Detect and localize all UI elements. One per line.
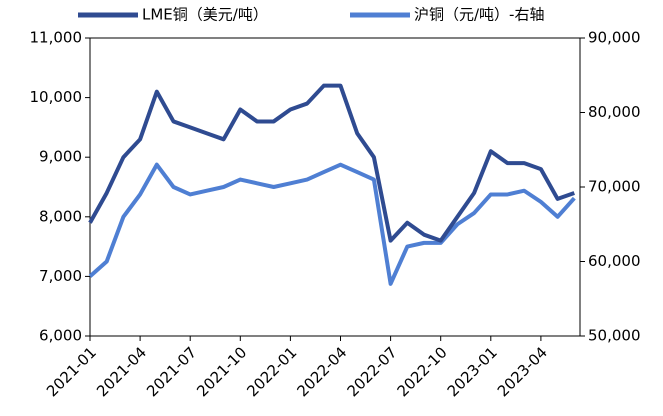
y-tick-label: 7,000 xyxy=(39,267,82,285)
x-tick-label: 2022-07 xyxy=(344,343,401,400)
legend-label: 沪铜（元/吨）-右轴 xyxy=(414,6,544,24)
x-tick-label: 2022-04 xyxy=(293,343,350,400)
y-tick-label: 9,000 xyxy=(39,148,82,166)
x-tick-label: 2022-10 xyxy=(394,343,451,400)
y2-tick-label: 50,000 xyxy=(588,327,641,345)
x-tick-label: 2021-04 xyxy=(93,343,150,400)
series-line xyxy=(88,83,575,243)
y-tick-label: 10,000 xyxy=(30,88,83,106)
y-tick-label: 8,000 xyxy=(39,207,82,225)
y-tick-label: 6,000 xyxy=(39,327,82,345)
legend-label: LME铜（美元/吨） xyxy=(142,6,268,24)
x-tick-label: 2021-01 xyxy=(43,343,100,400)
y2-tick-label: 80,000 xyxy=(588,103,641,121)
x-tick-label: 2023-04 xyxy=(494,343,551,400)
y2-tick-label: 90,000 xyxy=(588,29,641,47)
x-tick-label: 2022-01 xyxy=(243,343,300,400)
y-tick-label: 11,000 xyxy=(30,29,83,47)
plot-frame xyxy=(89,37,581,337)
x-tick-label: 2021-10 xyxy=(193,343,250,400)
y2-tick-label: 70,000 xyxy=(588,178,641,196)
x-tick-label: 2021-07 xyxy=(143,343,200,400)
series-line xyxy=(88,162,576,286)
y2-tick-label: 60,000 xyxy=(588,252,641,270)
x-tick-label: 2023-01 xyxy=(444,343,501,400)
